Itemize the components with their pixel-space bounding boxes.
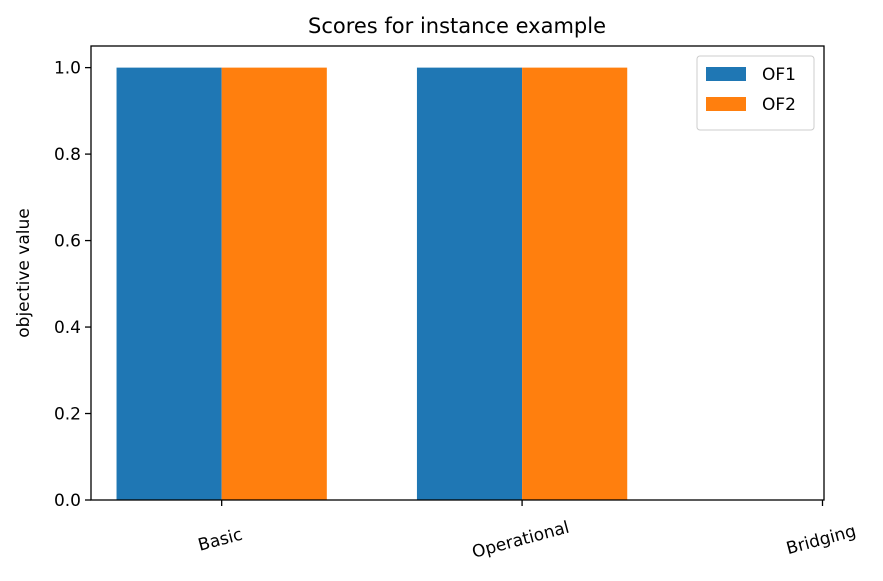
legend: OF1 OF2 <box>696 55 815 131</box>
x-axis-ticks: Basic Operational Bridging <box>196 500 858 563</box>
bar-of1-operational <box>416 67 523 500</box>
legend-swatch-of1 <box>706 67 746 81</box>
bars-group <box>116 67 628 500</box>
y-axis-ticks: 0.0 0.2 0.4 0.6 0.8 1.0 <box>54 59 91 511</box>
bar-of1-basic <box>116 67 222 500</box>
x-tick-label-basic: Basic <box>196 525 245 556</box>
y-tick-label: 0.0 <box>54 491 81 511</box>
y-tick-label: 1.0 <box>54 59 81 79</box>
y-tick-label: 0.4 <box>54 318 81 338</box>
y-tick-label: 0.6 <box>54 232 81 252</box>
y-tick-label: 0.8 <box>54 145 81 165</box>
bar-of2-operational <box>522 67 628 500</box>
y-axis-label: objective value <box>14 208 34 337</box>
bar-of2-basic <box>221 67 327 500</box>
plot-frame <box>90 45 825 501</box>
legend-label-of2: OF2 <box>762 95 796 115</box>
legend-swatch-of2 <box>706 97 746 111</box>
x-tick-label-operational: Operational <box>470 518 572 563</box>
x-tick-label-bridging: Bridging <box>784 521 858 559</box>
chart-title: Scores for instance example <box>308 14 606 38</box>
legend-label-of1: OF1 <box>762 65 796 85</box>
y-tick-label: 0.2 <box>54 405 81 425</box>
